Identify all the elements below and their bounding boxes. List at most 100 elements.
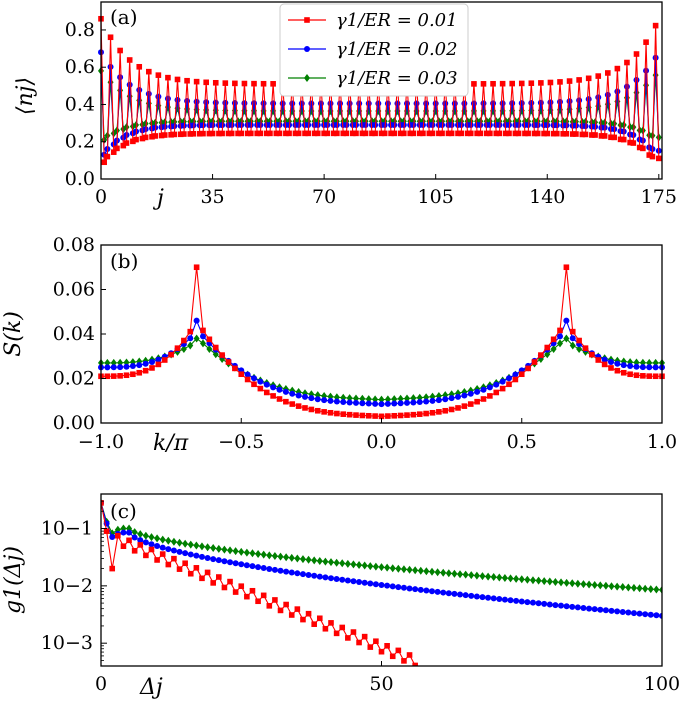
- panel-a-point: [235, 130, 241, 137]
- panel-c-point: [277, 567, 284, 574]
- panel-a-point: [164, 95, 171, 102]
- panel-b-point: [353, 399, 359, 406]
- panel-a-point: [184, 97, 191, 104]
- panel-c-point: [535, 576, 542, 585]
- panel-c-point: [316, 615, 323, 622]
- panel-a-point: [563, 130, 570, 137]
- panel-a-point: [206, 130, 213, 137]
- panel-a-point: [598, 133, 605, 139]
- panel-b-point: [646, 364, 653, 371]
- panel-c-ytick-label: 10−2: [41, 575, 93, 597]
- panel-b-point: [117, 364, 124, 371]
- panel-b-point: [193, 334, 200, 343]
- legend-marker: [304, 74, 310, 82]
- panel-c-point: [586, 580, 593, 589]
- panel-b-point: [282, 388, 289, 395]
- panel-c-point: [243, 548, 250, 557]
- panel-b-point: [544, 344, 551, 351]
- panel-a-point: [538, 80, 544, 86]
- panel-a-point: [238, 130, 245, 137]
- panel-c-point: [283, 601, 289, 608]
- panel-b-point: [563, 264, 570, 271]
- panel-c-point: [445, 569, 452, 578]
- panel-c-point: [473, 571, 480, 580]
- panel-b-point: [321, 409, 327, 415]
- panel-c-point: [367, 580, 374, 587]
- panel-c-point: [305, 555, 312, 564]
- panel-a-point: [292, 130, 299, 137]
- panel-c-point: [316, 556, 323, 565]
- panel-a-point: [509, 80, 515, 87]
- panel-b-point: [493, 389, 500, 396]
- panel-c-point: [619, 608, 626, 615]
- panel-b-point: [333, 398, 340, 405]
- panel-a-point: [283, 130, 289, 137]
- panel-c-point: [339, 576, 346, 583]
- panel-c-point: [182, 550, 189, 557]
- panel-a-point: [130, 138, 136, 145]
- panel-a-point: [643, 67, 650, 74]
- panel-c-point: [171, 555, 177, 562]
- panel-a-point: [640, 145, 646, 152]
- panel-c-point: [266, 603, 273, 609]
- panel-b-point: [104, 373, 111, 380]
- panel-a-point: [314, 130, 321, 137]
- panel-c-point: [636, 610, 643, 617]
- panel-c-point: [159, 535, 166, 544]
- panel-b-point: [353, 412, 359, 418]
- panel-c-point: [243, 562, 250, 569]
- panel-c-point: [462, 570, 469, 579]
- panel-b-point: [340, 399, 347, 406]
- panel-b-point: [518, 371, 525, 378]
- panel-a-point: [518, 80, 525, 87]
- panel-b-point: [295, 392, 302, 399]
- panel-b-point: [219, 352, 225, 358]
- panel-a-point: [343, 130, 350, 137]
- panel-c-point: [159, 551, 166, 557]
- panel-a-point: [589, 132, 595, 138]
- panel-a-xtick-label: 0: [95, 186, 107, 208]
- panel-b-point: [346, 399, 353, 406]
- panel-c-point: [384, 643, 390, 649]
- panel-c-point: [378, 648, 385, 655]
- panel-b-point: [436, 409, 442, 415]
- panel-a-point: [260, 100, 267, 107]
- panel-a-point: [177, 131, 184, 138]
- panel-a-point: [480, 81, 487, 87]
- panel-b-xtick-label: −1.0: [78, 431, 124, 453]
- panel-a-point: [509, 100, 516, 107]
- panel-b-point: [340, 411, 347, 417]
- panel-a-point: [231, 100, 238, 107]
- panel-b-point: [130, 371, 136, 378]
- panel-c-point: [541, 577, 548, 586]
- panel-c-series: [101, 498, 662, 666]
- panel-a-point: [369, 130, 375, 137]
- panel-a-point: [569, 131, 576, 137]
- panel-c-point: [591, 606, 598, 613]
- panel-b-point: [181, 337, 187, 344]
- panel-c-point: [131, 528, 138, 537]
- panel-c-point: [198, 542, 205, 551]
- panel-c-point: [479, 572, 486, 581]
- panel-a-point: [107, 63, 114, 70]
- panel-b-xlabel: k/π: [153, 431, 189, 456]
- panel-c-point: [574, 579, 581, 588]
- panel-c-point: [541, 600, 548, 607]
- panel-a-point: [633, 51, 640, 57]
- panel-c-point: [255, 564, 262, 571]
- panel-c-point: [440, 589, 447, 596]
- panel-a-point: [547, 99, 554, 106]
- panel-c-label: (c): [110, 499, 137, 523]
- panel-b-point: [257, 378, 264, 385]
- panel-a-point: [324, 130, 331, 137]
- panel-a-point: [487, 130, 493, 137]
- panel-a-point: [646, 152, 653, 158]
- panel-a-point: [384, 100, 391, 107]
- panel-c-point: [238, 561, 245, 568]
- panel-a-point: [442, 100, 449, 107]
- panel-a-point: [566, 98, 573, 105]
- panel-c-point: [378, 563, 385, 572]
- panel-b-point: [493, 381, 500, 388]
- panel-c-point: [316, 573, 323, 580]
- panel-a-point: [525, 130, 531, 137]
